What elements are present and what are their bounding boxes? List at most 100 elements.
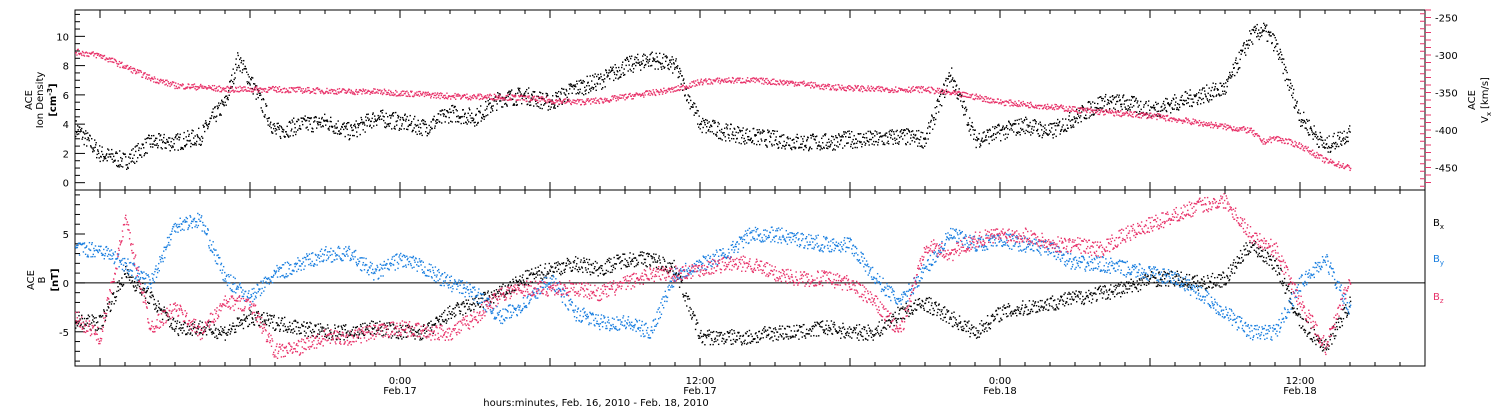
velocity-point	[931, 88, 934, 90]
velocity-point	[1311, 154, 1313, 156]
velocity-point	[1153, 116, 1155, 118]
velocity-point	[108, 58, 110, 60]
density-point	[1044, 124, 1046, 126]
velocity-point	[1298, 142, 1301, 144]
density-point	[742, 134, 744, 137]
density-point	[860, 133, 862, 135]
velocity-point	[811, 85, 814, 88]
density-point	[217, 107, 219, 110]
density-point	[548, 105, 550, 108]
velocity-point	[1056, 105, 1059, 107]
density-point	[864, 144, 866, 146]
density-point	[897, 142, 899, 144]
density-point	[1189, 89, 1191, 91]
density-point	[1030, 131, 1032, 133]
density-point	[1005, 126, 1007, 129]
density-point	[504, 97, 506, 99]
velocity-point	[1335, 164, 1338, 166]
velocity-point	[834, 88, 836, 90]
density-point	[475, 114, 477, 117]
velocity-point	[1281, 141, 1283, 144]
density-point	[838, 133, 840, 135]
density-point	[1150, 115, 1152, 117]
density-point	[824, 134, 826, 137]
density-point	[178, 139, 180, 141]
density-point	[963, 100, 965, 103]
velocity-point	[1003, 104, 1006, 107]
velocity-point	[560, 102, 563, 104]
velocity-point	[722, 80, 724, 82]
velocity-point	[230, 90, 233, 92]
velocity-point	[1195, 119, 1197, 122]
density-point	[1116, 94, 1118, 96]
density-point	[129, 157, 131, 159]
velocity-point	[1103, 110, 1106, 113]
density-point	[1196, 102, 1198, 104]
velocity-point	[229, 91, 231, 94]
density-point	[1006, 124, 1008, 127]
density-point	[209, 120, 211, 123]
density-point	[571, 85, 573, 88]
density-point	[234, 77, 236, 79]
density-point	[808, 148, 810, 150]
velocity-point	[1215, 122, 1217, 124]
density-point	[577, 92, 579, 94]
density-point	[1016, 119, 1018, 121]
density-point	[1236, 71, 1238, 74]
velocity-point	[838, 86, 841, 88]
density-point	[568, 83, 570, 86]
velocity-point	[921, 91, 923, 94]
density-point	[1089, 115, 1091, 117]
density-point	[959, 93, 961, 95]
density-point	[991, 139, 993, 141]
density-point	[783, 134, 785, 136]
velocity-point	[981, 96, 983, 98]
density-point	[778, 141, 780, 143]
density-point	[173, 142, 175, 145]
density-point	[658, 61, 660, 64]
density-point	[501, 96, 503, 98]
density-point	[1175, 101, 1177, 103]
density-point	[927, 138, 929, 140]
velocity-point	[749, 81, 751, 83]
density-point	[250, 78, 252, 80]
density-point	[978, 138, 980, 140]
velocity-point	[717, 81, 719, 83]
velocity-point	[1307, 146, 1309, 148]
density-point	[1170, 102, 1172, 104]
density-point	[629, 68, 631, 71]
velocity-point	[959, 95, 961, 98]
velocity-point	[891, 89, 894, 91]
density-point	[716, 131, 718, 134]
density-point	[1209, 94, 1211, 96]
density-point	[1016, 131, 1018, 134]
density-point	[1070, 124, 1072, 127]
velocity-point	[351, 91, 353, 93]
density-point	[152, 146, 154, 148]
density-point	[879, 132, 881, 134]
velocity-point	[366, 92, 368, 94]
velocity-point	[1069, 106, 1071, 109]
density-point	[506, 104, 508, 106]
density-point	[915, 138, 917, 140]
velocity-point	[331, 89, 333, 91]
density-point	[1256, 23, 1258, 26]
density-point	[899, 131, 901, 133]
velocity-point	[1123, 112, 1125, 114]
velocity-point	[1108, 112, 1110, 114]
velocity-point	[940, 89, 943, 92]
density-point	[1126, 99, 1128, 101]
density-point	[470, 117, 472, 119]
density-point	[1182, 102, 1184, 105]
density-point	[211, 115, 213, 117]
density-point	[544, 103, 546, 105]
y-tick-label: -300	[1435, 51, 1458, 62]
density-point	[98, 157, 100, 159]
density-point	[1113, 107, 1115, 109]
velocity-point	[314, 89, 316, 91]
density-point	[937, 98, 939, 101]
velocity-point	[1193, 120, 1196, 123]
density-point	[601, 78, 603, 81]
velocity-point	[404, 92, 406, 95]
velocity-point	[1054, 103, 1056, 106]
